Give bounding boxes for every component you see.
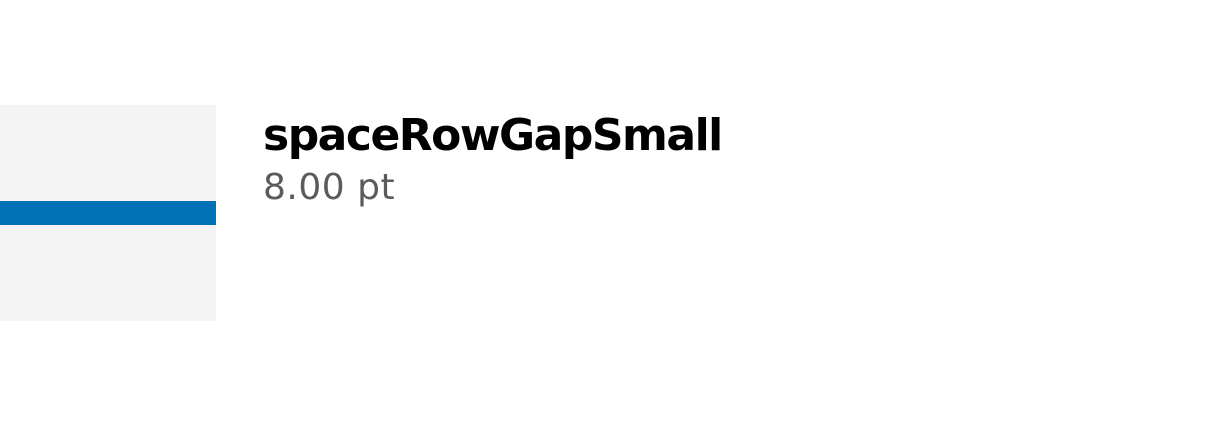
token-value: 8.00 pt <box>263 167 396 208</box>
token-name: spaceRowGapSmall <box>263 110 723 161</box>
token-info: spaceRowGapSmall 8.00 pt <box>263 108 723 212</box>
row-gap-indicator-bar <box>0 201 216 225</box>
spacing-swatch <box>0 105 216 321</box>
